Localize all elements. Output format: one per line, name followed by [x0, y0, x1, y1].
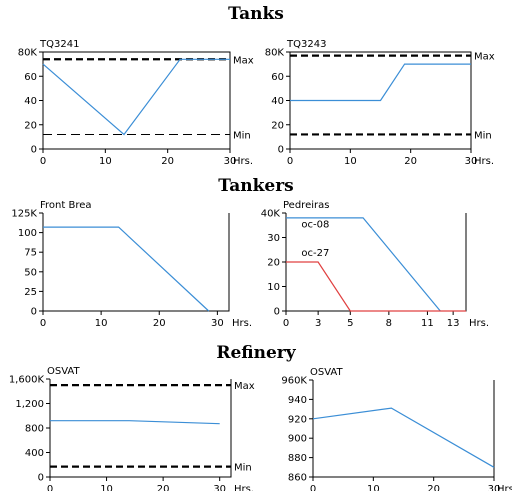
plot-frame: [42, 213, 230, 312]
chart-title: OSVAT: [47, 366, 80, 377]
y-tick-label: 0: [31, 145, 37, 156]
chart-front-brea: Front Brea 0 25 50 75 100 125K 0 10 20 30 Hrs.: [11, 200, 252, 329]
x-tick-label: 0: [287, 156, 293, 167]
x-tick-label: 30: [213, 484, 226, 491]
y-tick-label: 0: [274, 307, 280, 318]
series-line: [42, 58, 230, 136]
x-unit-label: Hrs.: [232, 318, 252, 329]
x-tick-label: 20: [153, 318, 166, 329]
y-tick-label: 940: [288, 395, 307, 406]
x-tick-label: 10: [344, 156, 357, 167]
y-tick-label: 20: [271, 120, 284, 131]
y-tick-label: 900: [288, 434, 307, 445]
x-tick-label: 10: [99, 156, 112, 167]
y-tick-label: 50: [24, 267, 37, 278]
y-tick-label: 60: [271, 72, 284, 83]
y-tick-label: 860: [288, 473, 307, 484]
chart-title: Front Brea: [40, 200, 92, 211]
x-tick-label: 20: [404, 156, 417, 167]
threshold-label-min: Min: [474, 130, 492, 141]
series-line-oc-27: [286, 261, 466, 312]
x-unit-label: Hrs.: [233, 156, 253, 167]
chart-pedreiras: Pedreiras 0 10 20 30 40K 0 3 5 8 11 13 Hrs. oc-08 oc-2…: [261, 200, 489, 329]
chart-title: TQ3243: [286, 39, 326, 50]
plot-frame: [312, 380, 495, 478]
section-title-refinery: Refinery: [216, 343, 296, 363]
y-tick-label: 880: [288, 453, 307, 464]
x-tick-label: 5: [347, 318, 353, 329]
x-unit-label: Hrs.: [234, 484, 254, 491]
chart-title: OSVAT: [310, 367, 343, 378]
section-title-tanks: Tanks: [228, 4, 284, 24]
x-unit-label: Hrs.: [497, 484, 512, 491]
x-tick-label: 10: [367, 484, 380, 491]
series-label: oc-08: [301, 220, 329, 231]
y-tick-label: 920: [288, 414, 307, 425]
threshold-label-min: Min: [234, 463, 252, 474]
y-tick-label: 60: [24, 72, 37, 83]
series-label: oc-27: [301, 248, 329, 259]
chart-osvat-inventory: OSVAT 0 400 800 1,200 1,600K 0 10 20 30 Hrs. Max Min: [9, 366, 255, 491]
y-tick-label: 100: [18, 228, 37, 239]
x-tick-label: 0: [40, 156, 46, 167]
x-unit-label: Hrs.: [469, 318, 489, 329]
threshold-label-max: Max: [474, 52, 495, 63]
x-tick-label: 0: [40, 318, 46, 329]
y-tick-label: 20: [24, 120, 37, 131]
y-tick-label: 10: [267, 282, 280, 293]
y-tick-label: 30: [267, 233, 280, 244]
x-tick-label: 3: [315, 318, 321, 329]
x-tick-label: 30: [465, 156, 478, 167]
x-tick-label: 30: [211, 318, 224, 329]
y-tick-label: 800: [25, 424, 44, 435]
series-line-oc-08: [286, 217, 441, 312]
chart-title: Pedreiras: [283, 200, 329, 211]
y-tick-label: 960K: [281, 376, 307, 387]
x-tick-label: 13: [447, 318, 460, 329]
plot-frame: [49, 379, 232, 478]
threshold-label-max: Max: [234, 381, 255, 392]
x-tick-label: 10: [95, 318, 108, 329]
y-tick-label: 40: [271, 96, 284, 107]
series-line: [312, 407, 495, 468]
y-tick-label: 20: [267, 258, 280, 269]
y-tick-label: 1,600K: [9, 375, 45, 386]
x-tick-label: 8: [386, 318, 392, 329]
x-tick-label: 30: [488, 484, 501, 491]
x-tick-label: 20: [427, 484, 440, 491]
x-tick-label: 0: [310, 484, 316, 491]
x-unit-label: Hrs.: [474, 156, 494, 167]
x-tick-label: 10: [100, 484, 113, 491]
x-tick-label: 20: [161, 156, 174, 167]
y-tick-label: 75: [24, 248, 37, 259]
y-tick-label: 0: [31, 307, 37, 318]
chart-title: TQ3241: [39, 39, 79, 50]
y-tick-label: 80K: [18, 48, 38, 59]
x-tick-label: 11: [421, 318, 434, 329]
y-tick-label: 80K: [265, 48, 285, 59]
y-tick-label: 125K: [11, 209, 37, 220]
series-line: [43, 226, 210, 312]
x-tick-label: 20: [157, 484, 170, 491]
threshold-label-max: Max: [233, 55, 254, 66]
y-tick-label: 400: [25, 448, 44, 459]
y-tick-label: 40K: [261, 209, 281, 220]
y-tick-label: 40: [24, 96, 37, 107]
threshold-label-min: Min: [233, 130, 251, 141]
x-tick-label: 0: [283, 318, 289, 329]
y-tick-label: 0: [38, 473, 44, 484]
y-tick-label: 25: [24, 287, 37, 298]
y-tick-label: 1,200: [15, 399, 44, 410]
section-title-tankers: Tankers: [218, 176, 294, 196]
x-tick-label: 30: [224, 156, 237, 167]
x-tick-label: 0: [47, 484, 53, 491]
series-line: [50, 420, 220, 425]
y-tick-label: 0: [278, 145, 284, 156]
series-line: [290, 63, 471, 102]
